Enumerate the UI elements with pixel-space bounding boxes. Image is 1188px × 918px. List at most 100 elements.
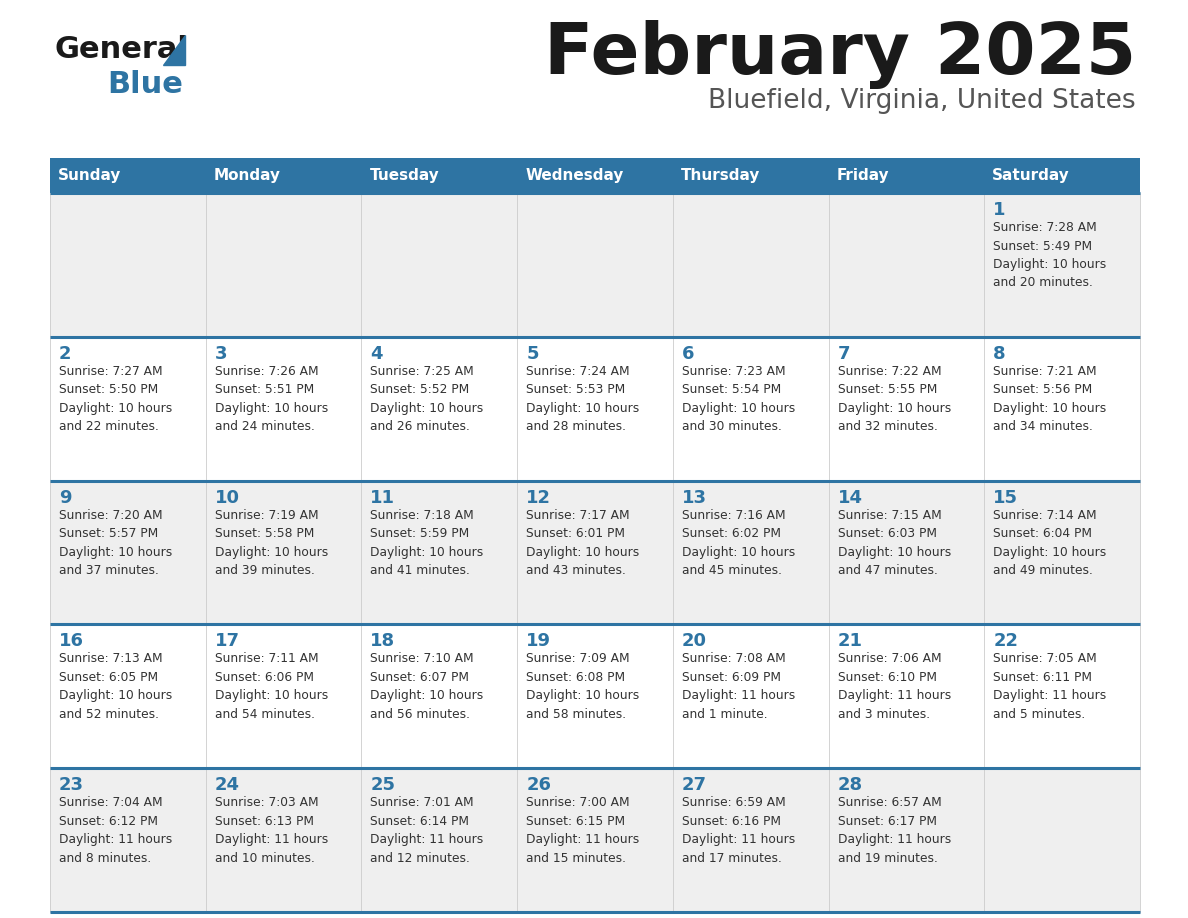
Text: 28: 28 [838, 777, 862, 794]
Text: 9: 9 [59, 488, 71, 507]
Text: Thursday: Thursday [681, 168, 760, 183]
Text: 10: 10 [215, 488, 240, 507]
Bar [50, 624, 206, 768]
Text: 7: 7 [838, 345, 851, 363]
Bar [672, 768, 828, 912]
Text: 20: 20 [682, 633, 707, 650]
Bar [672, 193, 828, 337]
Text: Sunrise: 7:23 AM
Sunset: 5:54 PM
Daylight: 10 hours
and 30 minutes.: Sunrise: 7:23 AM Sunset: 5:54 PM Dayligh… [682, 364, 795, 433]
Text: 4: 4 [371, 345, 383, 363]
Text: 16: 16 [59, 633, 84, 650]
Text: Sunrise: 6:57 AM
Sunset: 6:17 PM
Daylight: 11 hours
and 19 minutes.: Sunrise: 6:57 AM Sunset: 6:17 PM Dayligh… [838, 796, 950, 865]
Bar [828, 481, 985, 624]
Text: Monday: Monday [214, 168, 280, 183]
Bar [517, 337, 672, 481]
Text: Saturday: Saturday [992, 168, 1070, 183]
Text: Sunrise: 7:21 AM
Sunset: 5:56 PM
Daylight: 10 hours
and 34 minutes.: Sunrise: 7:21 AM Sunset: 5:56 PM Dayligh… [993, 364, 1106, 433]
Text: Sunrise: 6:59 AM
Sunset: 6:16 PM
Daylight: 11 hours
and 17 minutes.: Sunrise: 6:59 AM Sunset: 6:16 PM Dayligh… [682, 796, 795, 865]
Text: General: General [55, 35, 189, 64]
Text: 2: 2 [59, 345, 71, 363]
Text: February 2025: February 2025 [544, 20, 1136, 89]
Bar [828, 193, 985, 337]
Text: Sunrise: 7:15 AM
Sunset: 6:03 PM
Daylight: 10 hours
and 47 minutes.: Sunrise: 7:15 AM Sunset: 6:03 PM Dayligh… [838, 509, 950, 577]
Bar [206, 768, 361, 912]
Bar [672, 481, 828, 624]
Text: 6: 6 [682, 345, 694, 363]
Bar [206, 193, 361, 337]
Bar [828, 337, 985, 481]
Text: Sunrise: 7:24 AM
Sunset: 5:53 PM
Daylight: 10 hours
and 28 minutes.: Sunrise: 7:24 AM Sunset: 5:53 PM Dayligh… [526, 364, 639, 433]
Text: 11: 11 [371, 488, 396, 507]
Bar [361, 337, 517, 481]
Text: 15: 15 [993, 488, 1018, 507]
Text: Sunday: Sunday [58, 168, 121, 183]
Text: 12: 12 [526, 488, 551, 507]
Bar [361, 193, 517, 337]
Bar [517, 481, 672, 624]
Text: Sunrise: 7:00 AM
Sunset: 6:15 PM
Daylight: 11 hours
and 15 minutes.: Sunrise: 7:00 AM Sunset: 6:15 PM Dayligh… [526, 796, 639, 865]
Text: Sunrise: 7:16 AM
Sunset: 6:02 PM
Daylight: 10 hours
and 45 minutes.: Sunrise: 7:16 AM Sunset: 6:02 PM Dayligh… [682, 509, 795, 577]
Text: 24: 24 [215, 777, 240, 794]
Bar [828, 624, 985, 768]
Text: Sunrise: 7:11 AM
Sunset: 6:06 PM
Daylight: 10 hours
and 54 minutes.: Sunrise: 7:11 AM Sunset: 6:06 PM Dayligh… [215, 653, 328, 721]
Text: 22: 22 [993, 633, 1018, 650]
Bar [517, 624, 672, 768]
Bar [985, 624, 1140, 768]
Text: Sunrise: 7:01 AM
Sunset: 6:14 PM
Daylight: 11 hours
and 12 minutes.: Sunrise: 7:01 AM Sunset: 6:14 PM Dayligh… [371, 796, 484, 865]
Bar [50, 481, 206, 624]
Text: Sunrise: 7:20 AM
Sunset: 5:57 PM
Daylight: 10 hours
and 37 minutes.: Sunrise: 7:20 AM Sunset: 5:57 PM Dayligh… [59, 509, 172, 577]
Bar [50, 337, 206, 481]
Text: Tuesday: Tuesday [369, 168, 440, 183]
Bar [206, 481, 361, 624]
Bar [361, 768, 517, 912]
Text: Sunrise: 7:18 AM
Sunset: 5:59 PM
Daylight: 10 hours
and 41 minutes.: Sunrise: 7:18 AM Sunset: 5:59 PM Dayligh… [371, 509, 484, 577]
Text: 14: 14 [838, 488, 862, 507]
Bar [50, 768, 206, 912]
Bar [517, 768, 672, 912]
Bar [672, 624, 828, 768]
Text: 17: 17 [215, 633, 240, 650]
Text: Sunrise: 7:27 AM
Sunset: 5:50 PM
Daylight: 10 hours
and 22 minutes.: Sunrise: 7:27 AM Sunset: 5:50 PM Dayligh… [59, 364, 172, 433]
Text: Sunrise: 7:26 AM
Sunset: 5:51 PM
Daylight: 10 hours
and 24 minutes.: Sunrise: 7:26 AM Sunset: 5:51 PM Dayligh… [215, 364, 328, 433]
Text: 13: 13 [682, 488, 707, 507]
Text: Sunrise: 7:03 AM
Sunset: 6:13 PM
Daylight: 11 hours
and 10 minutes.: Sunrise: 7:03 AM Sunset: 6:13 PM Dayligh… [215, 796, 328, 865]
Bar [985, 337, 1140, 481]
Text: Sunrise: 7:28 AM
Sunset: 5:49 PM
Daylight: 10 hours
and 20 minutes.: Sunrise: 7:28 AM Sunset: 5:49 PM Dayligh… [993, 221, 1106, 289]
Text: Sunrise: 7:06 AM
Sunset: 6:10 PM
Daylight: 11 hours
and 3 minutes.: Sunrise: 7:06 AM Sunset: 6:10 PM Dayligh… [838, 653, 950, 721]
Text: 8: 8 [993, 345, 1006, 363]
Bar [50, 193, 206, 337]
Text: 25: 25 [371, 777, 396, 794]
Text: 1: 1 [993, 201, 1006, 219]
Text: Sunrise: 7:09 AM
Sunset: 6:08 PM
Daylight: 10 hours
and 58 minutes.: Sunrise: 7:09 AM Sunset: 6:08 PM Dayligh… [526, 653, 639, 721]
Text: Sunrise: 7:04 AM
Sunset: 6:12 PM
Daylight: 11 hours
and 8 minutes.: Sunrise: 7:04 AM Sunset: 6:12 PM Dayligh… [59, 796, 172, 865]
Bar [985, 768, 1140, 912]
Text: 3: 3 [215, 345, 227, 363]
Text: 23: 23 [59, 777, 84, 794]
Text: Sunrise: 7:13 AM
Sunset: 6:05 PM
Daylight: 10 hours
and 52 minutes.: Sunrise: 7:13 AM Sunset: 6:05 PM Dayligh… [59, 653, 172, 721]
Text: Sunrise: 7:19 AM
Sunset: 5:58 PM
Daylight: 10 hours
and 39 minutes.: Sunrise: 7:19 AM Sunset: 5:58 PM Dayligh… [215, 509, 328, 577]
Bar [985, 481, 1140, 624]
Text: Bluefield, Virginia, United States: Bluefield, Virginia, United States [708, 88, 1136, 114]
Text: Sunrise: 7:17 AM
Sunset: 6:01 PM
Daylight: 10 hours
and 43 minutes.: Sunrise: 7:17 AM Sunset: 6:01 PM Dayligh… [526, 509, 639, 577]
Bar [985, 193, 1140, 337]
Bar [206, 337, 361, 481]
Text: Sunrise: 7:10 AM
Sunset: 6:07 PM
Daylight: 10 hours
and 56 minutes.: Sunrise: 7:10 AM Sunset: 6:07 PM Dayligh… [371, 653, 484, 721]
Text: 26: 26 [526, 777, 551, 794]
Text: Blue: Blue [107, 70, 183, 99]
Bar [206, 624, 361, 768]
Text: 27: 27 [682, 777, 707, 794]
Bar [517, 193, 672, 337]
Text: 19: 19 [526, 633, 551, 650]
Bar [50, 158, 1140, 193]
Text: Wednesday: Wednesday [525, 168, 624, 183]
Text: Friday: Friday [836, 168, 889, 183]
Bar [361, 481, 517, 624]
Text: Sunrise: 7:05 AM
Sunset: 6:11 PM
Daylight: 11 hours
and 5 minutes.: Sunrise: 7:05 AM Sunset: 6:11 PM Dayligh… [993, 653, 1106, 721]
Text: Sunrise: 7:25 AM
Sunset: 5:52 PM
Daylight: 10 hours
and 26 minutes.: Sunrise: 7:25 AM Sunset: 5:52 PM Dayligh… [371, 364, 484, 433]
Bar [828, 768, 985, 912]
Text: Sunrise: 7:22 AM
Sunset: 5:55 PM
Daylight: 10 hours
and 32 minutes.: Sunrise: 7:22 AM Sunset: 5:55 PM Dayligh… [838, 364, 950, 433]
Text: 18: 18 [371, 633, 396, 650]
Bar [361, 624, 517, 768]
Bar [672, 337, 828, 481]
Text: Sunrise: 7:08 AM
Sunset: 6:09 PM
Daylight: 11 hours
and 1 minute.: Sunrise: 7:08 AM Sunset: 6:09 PM Dayligh… [682, 653, 795, 721]
